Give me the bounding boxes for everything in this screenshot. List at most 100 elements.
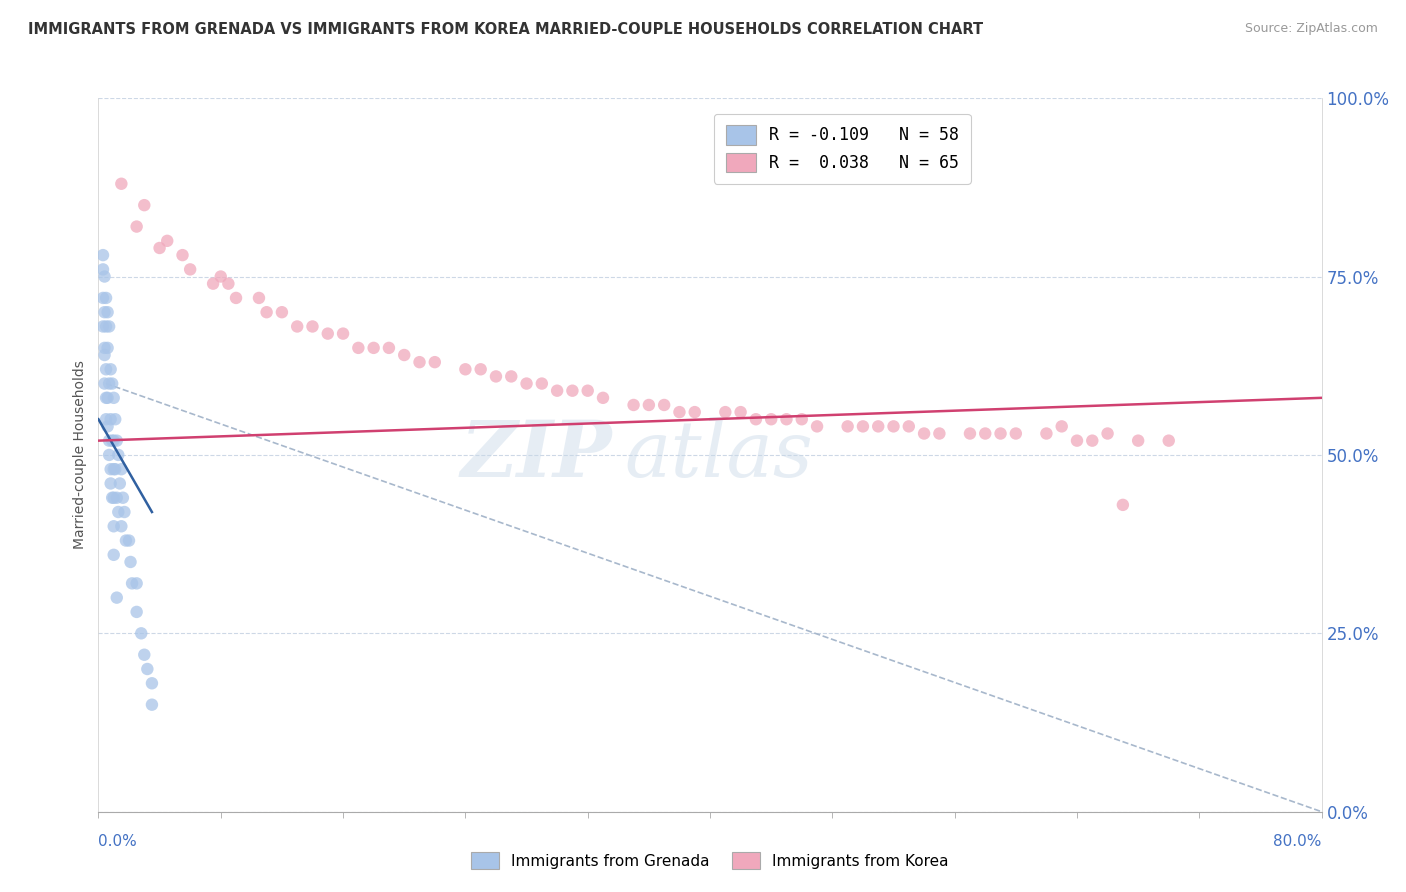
Point — [408, 355, 430, 369]
Point — [104, 412, 127, 426]
Point — [423, 355, 446, 369]
Point — [91, 248, 114, 262]
Point — [101, 434, 124, 448]
Point — [530, 376, 553, 391]
Point — [485, 369, 508, 384]
Point — [683, 405, 706, 419]
Point — [852, 419, 875, 434]
Point — [516, 376, 538, 391]
Point — [98, 376, 121, 391]
Point — [1157, 434, 1180, 448]
Point — [93, 376, 115, 391]
Text: Source: ZipAtlas.com: Source: ZipAtlas.com — [1244, 22, 1378, 36]
Point — [107, 505, 129, 519]
Point — [104, 462, 127, 476]
Text: IMMIGRANTS FROM GRENADA VS IMMIGRANTS FROM KOREA MARRIED-COUPLE HOUSEHOLDS CORRE: IMMIGRANTS FROM GRENADA VS IMMIGRANTS FR… — [28, 22, 983, 37]
Point — [112, 505, 135, 519]
Point — [125, 605, 148, 619]
Point — [100, 476, 122, 491]
Point — [91, 262, 114, 277]
Point — [332, 326, 354, 341]
Point — [806, 419, 828, 434]
Point — [202, 277, 225, 291]
Point — [136, 662, 159, 676]
Point — [1035, 426, 1057, 441]
Point — [883, 419, 905, 434]
Point — [668, 405, 690, 419]
Point — [347, 341, 370, 355]
Point — [897, 419, 920, 434]
Point — [125, 576, 148, 591]
Point — [912, 426, 935, 441]
Point — [93, 341, 115, 355]
Point — [270, 305, 294, 319]
Point — [108, 476, 131, 491]
Point — [225, 291, 247, 305]
Point — [1097, 426, 1119, 441]
Point — [141, 698, 163, 712]
Text: ZIP: ZIP — [461, 417, 612, 493]
Point — [761, 412, 783, 426]
Point — [105, 491, 128, 505]
Point — [561, 384, 583, 398]
Point — [91, 291, 114, 305]
Point — [1066, 434, 1088, 448]
Point — [141, 676, 163, 690]
Point — [93, 269, 115, 284]
Point — [928, 426, 950, 441]
Point — [115, 533, 138, 548]
Point — [120, 555, 142, 569]
Point — [775, 412, 797, 426]
Point — [101, 376, 124, 391]
Point — [470, 362, 492, 376]
Point — [98, 434, 121, 448]
Point — [110, 519, 132, 533]
Point — [209, 269, 232, 284]
Point — [301, 319, 323, 334]
Point — [546, 384, 568, 398]
Point — [100, 462, 122, 476]
Point — [256, 305, 278, 319]
Point — [990, 426, 1012, 441]
Point — [91, 319, 114, 334]
Point — [97, 419, 120, 434]
Point — [1004, 426, 1026, 441]
Point — [93, 348, 115, 362]
Point — [156, 234, 179, 248]
Point — [94, 391, 117, 405]
Point — [501, 369, 523, 384]
Point — [959, 426, 981, 441]
Point — [103, 548, 125, 562]
Point — [103, 491, 125, 505]
Point — [576, 384, 599, 398]
Legend: Immigrants from Grenada, Immigrants from Korea: Immigrants from Grenada, Immigrants from… — [465, 846, 955, 875]
Point — [94, 291, 117, 305]
Point — [103, 391, 125, 405]
Point — [107, 448, 129, 462]
Point — [103, 462, 125, 476]
Point — [129, 626, 152, 640]
Point — [730, 405, 752, 419]
Point — [149, 241, 172, 255]
Point — [94, 362, 117, 376]
Text: 80.0%: 80.0% — [1274, 834, 1322, 849]
Point — [623, 398, 645, 412]
Point — [179, 262, 201, 277]
Point — [1128, 434, 1150, 448]
Point — [100, 412, 122, 426]
Point — [134, 648, 156, 662]
Point — [1050, 419, 1073, 434]
Point — [97, 341, 120, 355]
Point — [110, 177, 132, 191]
Point — [93, 305, 115, 319]
Point — [378, 341, 401, 355]
Point — [1112, 498, 1135, 512]
Text: 0.0%: 0.0% — [98, 834, 138, 849]
Y-axis label: Married-couple Households: Married-couple Households — [73, 360, 87, 549]
Point — [363, 341, 385, 355]
Point — [97, 305, 120, 319]
Point — [94, 412, 117, 426]
Point — [714, 405, 737, 419]
Point — [592, 391, 614, 405]
Point — [172, 248, 194, 262]
